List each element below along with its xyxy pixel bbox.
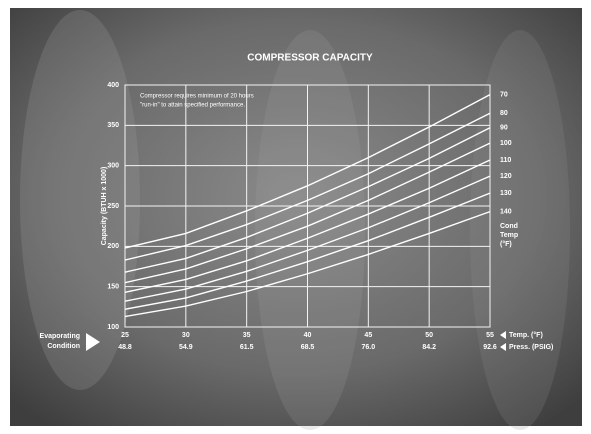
legend-title: Cond: [500, 223, 518, 230]
x-tick-label-pressure: 48.8: [118, 344, 132, 351]
x-tick-label-pressure: 54.9: [179, 344, 193, 351]
bg-shape: [470, 30, 570, 430]
x-tick-label-pressure: 76.0: [362, 344, 376, 351]
bg-shape: [255, 30, 365, 430]
annotation: Compressor requires minimum of 20 hours: [140, 94, 254, 100]
y-tick-label: 250: [107, 203, 119, 210]
legend-label: 100: [500, 140, 512, 147]
x-label-left: Condition: [47, 343, 80, 350]
x-tick-label: 40: [304, 332, 312, 339]
x-tick-label-pressure: 84.2: [422, 344, 436, 351]
x-label-right: Temp. (°F): [509, 331, 543, 339]
legend-label: 120: [500, 173, 512, 180]
page: {"chart_data": { "type": "line", "title"…: [0, 0, 591, 434]
x-label-right: Press. (PSIG): [509, 344, 553, 351]
legend-title: Temp: [500, 232, 518, 239]
legend-label: 70: [500, 92, 508, 99]
legend-label: 80: [500, 110, 508, 117]
x-tick-label-pressure: 61.5: [240, 344, 254, 351]
x-tick-label: 50: [425, 332, 433, 339]
x-tick-label: 30: [182, 332, 190, 339]
x-tick-label: 35: [243, 332, 251, 339]
annotation: "run-in" to attain specified performance…: [140, 103, 245, 109]
y-tick-label: 100: [107, 324, 119, 331]
legend-title: (°F): [500, 240, 512, 248]
x-label-left: Evaporating: [40, 333, 80, 340]
y-tick-label: 200: [107, 243, 119, 250]
x-tick-label: 55: [486, 332, 494, 339]
x-tick-label: 45: [364, 332, 372, 339]
x-tick-label-pressure: 92.6: [483, 344, 497, 351]
legend-label: 140: [500, 208, 512, 215]
legend-label: 90: [500, 125, 508, 132]
chart: COMPRESSOR CAPACITY Capacity (BTUH x 100…: [0, 0, 591, 434]
x-tick-label: 25: [121, 332, 129, 339]
legend-label: 110: [500, 157, 511, 164]
legend-label: 130: [500, 190, 512, 197]
y-tick-label: 300: [107, 163, 119, 170]
y-tick-label: 150: [107, 284, 119, 291]
chart-title: COMPRESSOR CAPACITY: [247, 53, 373, 64]
y-tick-label: 400: [107, 82, 119, 89]
x-tick-label-pressure: 68.5: [301, 344, 315, 351]
y-tick-label: 350: [107, 122, 119, 129]
